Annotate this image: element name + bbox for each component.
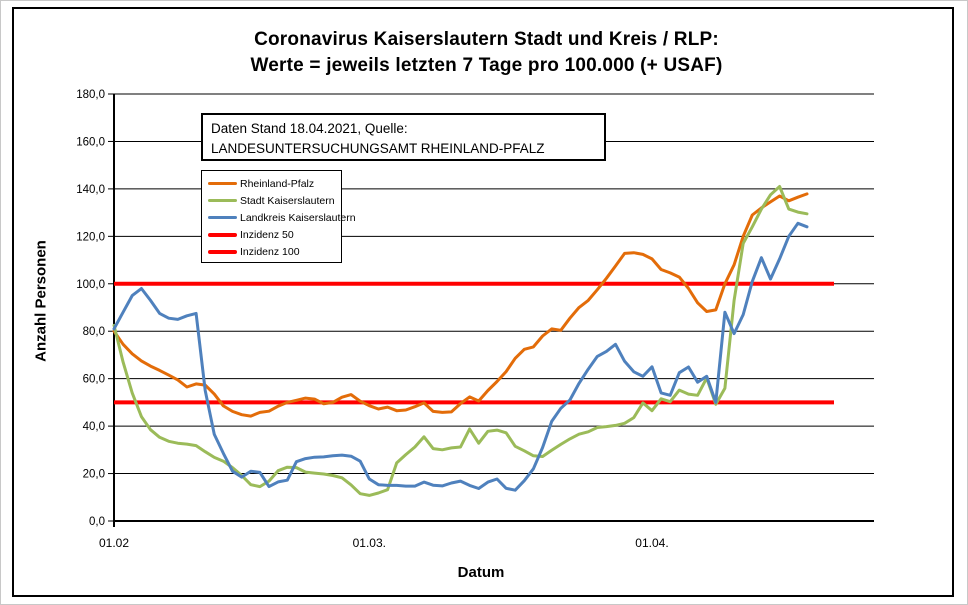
y-tick-label: 80,0 bbox=[83, 326, 105, 338]
legend-swatch-landkreis-kaiserslautern bbox=[208, 216, 237, 219]
x-tick-label: 01.04. bbox=[635, 536, 668, 550]
legend-label: Landkreis Kaiserslautern bbox=[240, 211, 356, 224]
legend-swatch-stadt-kaiserslautern bbox=[208, 199, 237, 202]
legend-swatch-inzidenz-50 bbox=[208, 232, 237, 237]
x-axis-title: Datum bbox=[457, 564, 505, 581]
data-source-box: Daten Stand 18.04.2021, Quelle: LANDESUN… bbox=[201, 113, 606, 161]
y-tick-label: 120,0 bbox=[76, 231, 105, 243]
legend-box: Rheinland-Pfalz Stadt Kaiserslautern Lan… bbox=[201, 170, 356, 263]
y-tick-label: 20,0 bbox=[83, 469, 105, 481]
legend-item: Landkreis Kaiserslautern bbox=[208, 209, 356, 226]
chart-title: Coronavirus Kaiserslautern Stadt und Kre… bbox=[34, 27, 939, 79]
y-tick-label: 40,0 bbox=[83, 421, 105, 433]
chart-title-line2: Werte = jeweils letzten 7 Tage pro 100.0… bbox=[250, 55, 723, 76]
legend-swatch-rheinland-pfalz bbox=[208, 182, 237, 185]
y-tick-label: 160,0 bbox=[76, 136, 105, 148]
x-tick-label: 01.03. bbox=[353, 536, 386, 550]
legend-item: Inzidenz 100 bbox=[208, 243, 341, 260]
y-axis-title: Anzahl Personen bbox=[32, 240, 50, 362]
y-tick-label: 180,0 bbox=[76, 89, 105, 101]
legend-swatch-inzidenz-100 bbox=[208, 249, 237, 254]
x-tick-label: 01.02 bbox=[99, 536, 129, 550]
y-tick-label: 60,0 bbox=[83, 374, 105, 386]
y-tick-label: 0,0 bbox=[89, 516, 105, 528]
legend-label: Inzidenz 50 bbox=[240, 228, 294, 241]
legend-item: Stadt Kaiserslautern bbox=[208, 192, 341, 209]
y-tick-label: 100,0 bbox=[76, 279, 105, 291]
series-line-rheinland-pfalz bbox=[112, 192, 809, 418]
chart-title-line1: Coronavirus Kaiserslautern Stadt und Kre… bbox=[254, 29, 719, 50]
series-line-landkreis-kaiserslautern bbox=[112, 221, 809, 492]
legend-item: Rheinland-Pfalz bbox=[208, 175, 341, 192]
legend-item: Inzidenz 50 bbox=[208, 226, 341, 243]
legend-label: Stadt Kaiserslautern bbox=[240, 194, 335, 207]
legend-label: Inzidenz 100 bbox=[240, 245, 300, 258]
y-tick-label: 140,0 bbox=[76, 184, 105, 196]
legend-label: Rheinland-Pfalz bbox=[240, 177, 315, 190]
